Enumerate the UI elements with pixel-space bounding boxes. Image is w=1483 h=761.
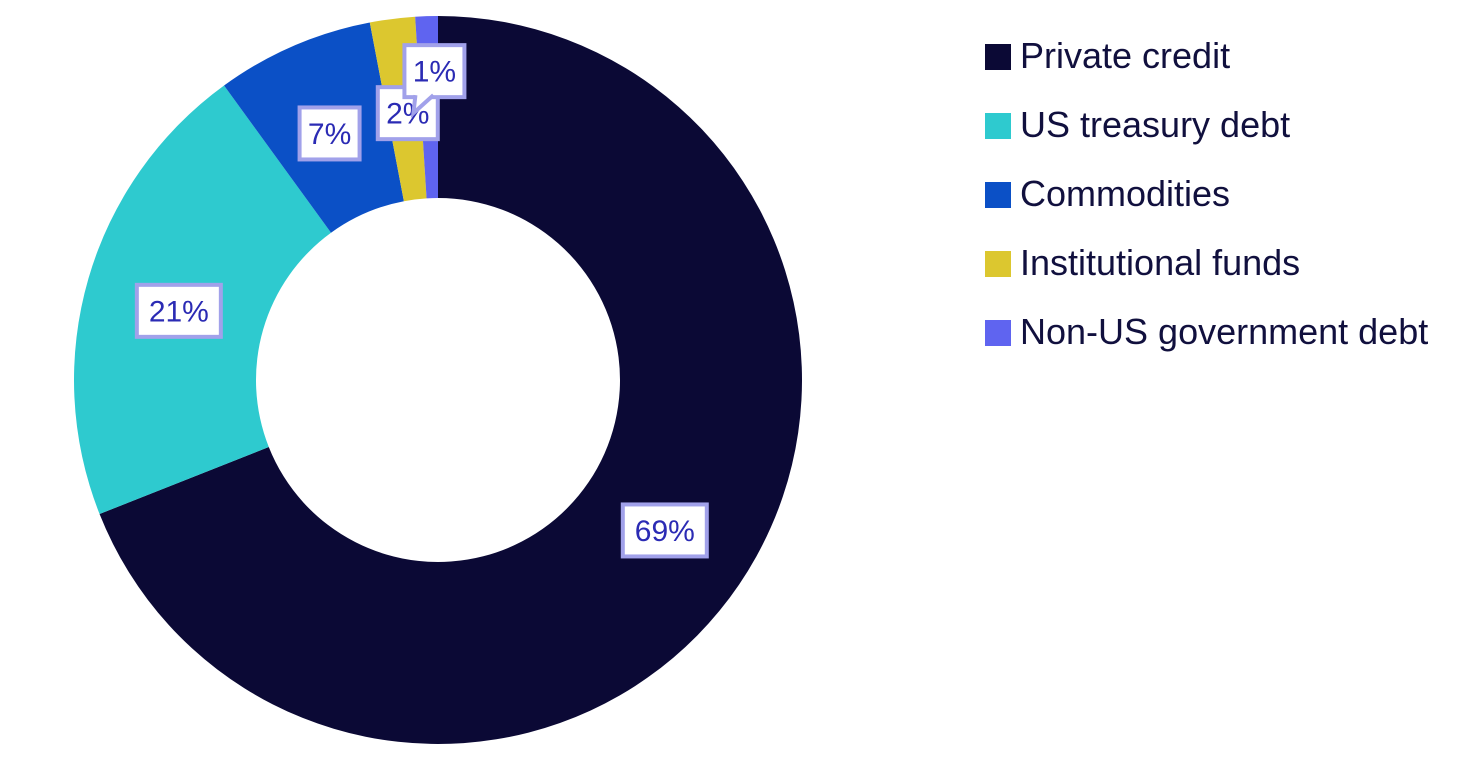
legend-item-us-treasury-debt: US treasury debt — [985, 100, 1428, 152]
percent-label-text: 21% — [149, 295, 209, 328]
data-label-commodities: 7% — [297, 105, 362, 162]
donut-chart: 69%21%7%2%1% — [73, 16, 803, 744]
legend-item-commodities: Commodities — [985, 169, 1428, 221]
legend-swatch-icon — [985, 113, 1011, 139]
legend-label: Institutional funds — [1020, 241, 1301, 283]
legend-item-non-us-government-debt: Non-US government debt — [985, 307, 1428, 359]
legend-label: Non-US government debt — [1020, 310, 1429, 352]
legend-swatch-icon — [985, 320, 1011, 346]
percent-label-text: 7% — [308, 118, 351, 151]
legend-swatch-icon — [985, 182, 1011, 208]
chart-legend: Private credit US treasury debt Commoditie… — [985, 31, 1428, 376]
legend-swatch-icon — [985, 251, 1011, 277]
legend-label: Commodities — [1020, 172, 1231, 214]
donut-slice-private-credit — [99, 16, 803, 744]
legend-swatch-icon — [985, 44, 1011, 70]
percent-label-text: 69% — [635, 515, 695, 548]
legend-label: Private credit — [1020, 34, 1231, 76]
data-label-non-us-government-debt: 1% — [402, 43, 467, 119]
data-label-private-credit: 69% — [620, 502, 709, 559]
data-label-us-treasury-debt: 21% — [134, 282, 223, 339]
legend-item-institutional-funds: Institutional funds — [985, 238, 1428, 290]
legend-item-private-credit: Private credit — [985, 31, 1428, 83]
percent-label-text: 1% — [413, 56, 456, 89]
legend-label: US treasury debt — [1020, 103, 1291, 145]
